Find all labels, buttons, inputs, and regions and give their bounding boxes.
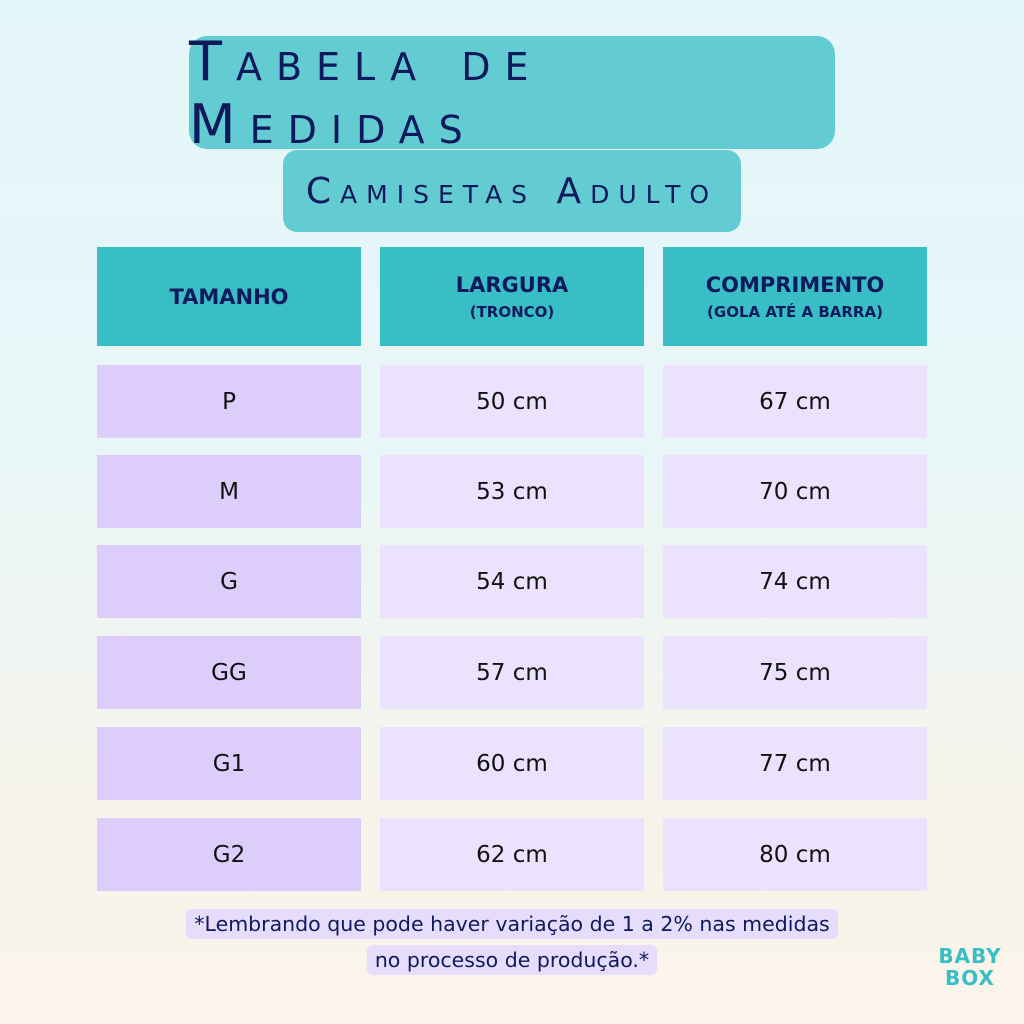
note-line-1: *Lembrando que pode haver variação de 1 … [186,909,838,939]
size-cell: G [97,545,361,618]
measure-cell: 70 cm [663,455,927,528]
cell-value: G2 [212,841,246,868]
measure-cell: 74 cm [663,545,927,618]
header-label: COMPRIMENTO [705,272,885,297]
cell-value: 67 cm [759,388,831,415]
cell-value: 62 cm [476,841,548,868]
measure-cell: 57 cm [380,636,644,709]
measure-cell: 50 cm [380,365,644,438]
cell-value: 75 cm [759,659,831,686]
header-largura: LARGURA (TRONCO) [380,247,644,346]
disclaimer-note: *Lembrando que pode haver variação de 1 … [0,906,1024,978]
measure-cell: 53 cm [380,455,644,528]
cell-value: 80 cm [759,841,831,868]
cell-value: M [219,478,239,505]
header-label: LARGURA [455,272,569,297]
size-cell: GG [97,636,361,709]
cell-value: G1 [212,750,246,777]
size-cell: G1 [97,727,361,800]
header-tamanho: TAMANHO [97,247,361,346]
measure-cell: 54 cm [380,545,644,618]
baby-box-logo: BABY BOX [935,945,1005,989]
cell-value: P [222,388,236,415]
header-sublabel: (GOLA ATÉ A BARRA) [707,302,883,321]
size-cell: G2 [97,818,361,891]
cell-value: 53 cm [476,478,548,505]
size-cell: M [97,455,361,528]
size-cell: P [97,365,361,438]
cell-value: 70 cm [759,478,831,505]
logo-line-2: BOX [945,966,995,990]
cell-value: 74 cm [759,568,831,595]
cell-value: 57 cm [476,659,548,686]
page-subtitle: Camisetas Adulto [305,170,719,212]
cell-value: GG [211,659,247,686]
subtitle-banner: Camisetas Adulto [283,150,741,232]
header-label: TAMANHO [169,284,289,309]
cell-value: 54 cm [476,568,548,595]
measure-cell: 80 cm [663,818,927,891]
measure-cell: 77 cm [663,727,927,800]
header-sublabel: (TRONCO) [469,302,555,321]
page-title: Tabela de Medidas [189,29,543,156]
header-comprimento: COMPRIMENTO (GOLA ATÉ A BARRA) [663,247,927,346]
cell-value: 50 cm [476,388,548,415]
measure-cell: 67 cm [663,365,927,438]
cell-value: G [220,568,238,595]
measure-cell: 75 cm [663,636,927,709]
cell-value: 77 cm [759,750,831,777]
measure-cell: 60 cm [380,727,644,800]
title-banner: Tabela de Medidas [189,30,835,156]
measure-cell: 62 cm [380,818,644,891]
note-line-2: no processo de produção.* [366,945,658,975]
logo-line-1: BABY [938,944,1002,968]
cell-value: 60 cm [476,750,548,777]
